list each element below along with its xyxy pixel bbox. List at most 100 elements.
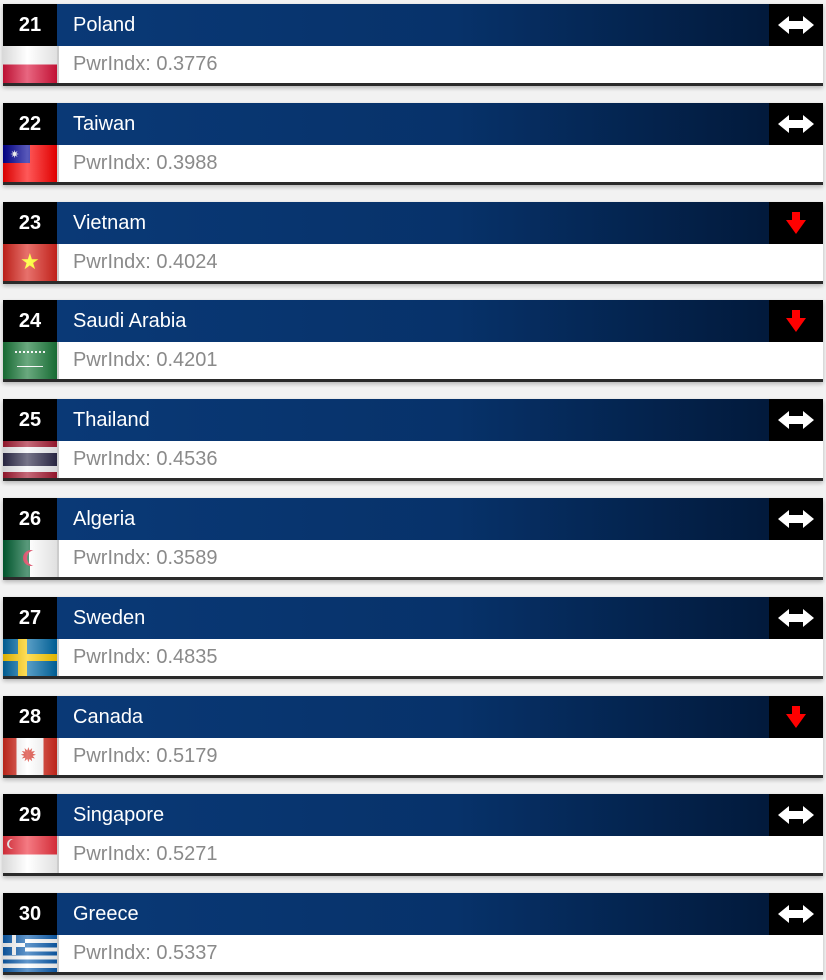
card-header: [3, 498, 823, 540]
power-index-label: PwrIndx:: [73, 151, 151, 174]
trend-indicator: [769, 794, 823, 837]
power-index-label: PwrIndx:: [73, 547, 151, 569]
power-index-value: 0.4536: [156, 448, 218, 471]
power-index: PwrIndx: 0.4835: [73, 639, 218, 676]
ranking-card-canada[interactable]: 28 Canada ✹ PwrIndx: 0.5179: [3, 695, 823, 778]
power-index-value: 0.5337: [156, 942, 218, 965]
power-index-label: PwrIndx:: [73, 349, 151, 372]
power-index-value: 0.5179: [156, 744, 218, 767]
sweden-flag-icon: [3, 638, 59, 676]
card-header: [3, 794, 823, 837]
power-index-value: 0.3589: [156, 547, 218, 569]
ranking-card-greece[interactable]: 30 Greece PwrIndx: 0.5337: [3, 893, 823, 976]
power-index: PwrIndx: 0.4024: [73, 244, 218, 281]
power-index-label: PwrIndx:: [73, 744, 151, 767]
trend-indicator: [769, 893, 823, 936]
power-index-label: PwrIndx:: [73, 645, 151, 668]
canada-flag-icon: ✹: [3, 737, 59, 775]
ranking-card-sweden[interactable]: 27 Sweden PwrIndx: 0.4835: [3, 596, 823, 679]
rank-badge: 25: [3, 399, 57, 442]
down-arrow-icon: [785, 309, 807, 333]
power-index-label: PwrIndx:: [73, 250, 151, 273]
trend-indicator: [769, 498, 823, 540]
ranking-card-thailand[interactable]: 25 Thailand PwrIndx: 0.4536: [3, 399, 823, 482]
down-arrow-icon: [785, 211, 807, 235]
rank-badge: 28: [3, 695, 57, 738]
card-header: [3, 695, 823, 738]
rank-badge: 21: [3, 4, 57, 46]
power-index-label: PwrIndx:: [73, 942, 151, 965]
left-right-arrow-icon: [777, 508, 815, 530]
trend-indicator: [769, 300, 823, 343]
left-right-arrow-icon: [777, 113, 815, 135]
power-index: PwrIndx: 0.5179: [73, 738, 218, 775]
rank-badge: 22: [3, 102, 57, 145]
left-right-arrow-icon: [777, 14, 815, 36]
rank-badge: 24: [3, 300, 57, 343]
ranking-card-taiwan[interactable]: 22 Taiwan ✷ PwrIndx: 0.3988: [3, 102, 823, 185]
card-header: [3, 102, 823, 145]
country-name: Algeria: [73, 508, 136, 530]
trend-indicator: [769, 695, 823, 738]
country-name: Singapore: [73, 804, 165, 827]
ranking-card-poland[interactable]: 21 Poland PwrIndx: 0.3776: [3, 4, 823, 86]
ranking-card-saudi-arabia[interactable]: 24 Saudi Arabia PwrIndx: 0.4201: [3, 300, 823, 383]
power-index: PwrIndx: 0.3589: [73, 540, 218, 577]
card-header: [3, 596, 823, 639]
power-index: PwrIndx: 0.5337: [73, 935, 218, 972]
power-index: PwrIndx: 0.3776: [73, 46, 218, 83]
card-header: [3, 201, 823, 244]
rank-badge: 29: [3, 794, 57, 837]
rank-badge: 30: [3, 893, 57, 936]
singapore-flag-icon: [3, 836, 59, 874]
poland-flag-icon: [3, 46, 59, 83]
left-right-arrow-icon: [777, 903, 815, 925]
power-index-value: 0.3988: [156, 151, 218, 174]
country-name: Taiwan: [73, 112, 136, 135]
left-right-arrow-icon: [777, 607, 815, 629]
trend-indicator: [769, 102, 823, 145]
trend-indicator: [769, 596, 823, 639]
power-index: PwrIndx: 0.4201: [73, 342, 218, 379]
rank-badge: 23: [3, 201, 57, 244]
country-name: Thailand: [73, 409, 150, 432]
country-name: Sweden: [73, 606, 146, 629]
card-header: [3, 300, 823, 343]
country-name: Canada: [73, 705, 144, 728]
trend-indicator: [769, 201, 823, 244]
taiwan-flag-icon: ✷: [3, 144, 59, 182]
down-arrow-icon: [785, 705, 807, 729]
saudi-arabia-flag-icon: [3, 342, 59, 380]
trend-indicator: [769, 399, 823, 442]
power-index-label: PwrIndx:: [73, 53, 151, 75]
power-index-value: 0.4024: [156, 250, 218, 273]
country-name: Greece: [73, 903, 139, 926]
power-index: PwrIndx: 0.4536: [73, 441, 218, 478]
power-index: PwrIndx: 0.3988: [73, 145, 218, 182]
ranking-card-vietnam[interactable]: 23 Vietnam ★ PwrIndx: 0.4024: [3, 201, 823, 284]
power-index-label: PwrIndx:: [73, 448, 151, 471]
country-name: Vietnam: [73, 211, 147, 234]
power-index-value: 0.4835: [156, 645, 218, 668]
power-index-value: 0.4201: [156, 349, 218, 372]
card-header: [3, 4, 823, 46]
card-header: [3, 893, 823, 936]
left-right-arrow-icon: [777, 409, 815, 431]
greece-flag-icon: [3, 935, 59, 973]
trend-indicator: [769, 4, 823, 46]
power-index: PwrIndx: 0.5271: [73, 836, 218, 873]
thailand-flag-icon: [3, 441, 59, 479]
card-header: [3, 399, 823, 442]
vietnam-flag-icon: ★: [3, 243, 59, 281]
power-index-value: 0.3776: [156, 53, 218, 75]
country-name: Saudi Arabia: [73, 310, 187, 333]
rank-badge: 26: [3, 498, 57, 540]
power-index-label: PwrIndx:: [73, 843, 151, 866]
power-index-value: 0.5271: [156, 843, 218, 866]
country-name: Poland: [73, 14, 136, 36]
ranking-card-algeria[interactable]: 26 Algeria PwrIndx: 0.3589: [3, 498, 823, 580]
ranking-card-singapore[interactable]: 29 Singapore PwrIndx: 0.5271: [3, 794, 823, 877]
left-right-arrow-icon: [777, 804, 815, 826]
rank-badge: 27: [3, 596, 57, 639]
algeria-flag-icon: [3, 540, 59, 577]
